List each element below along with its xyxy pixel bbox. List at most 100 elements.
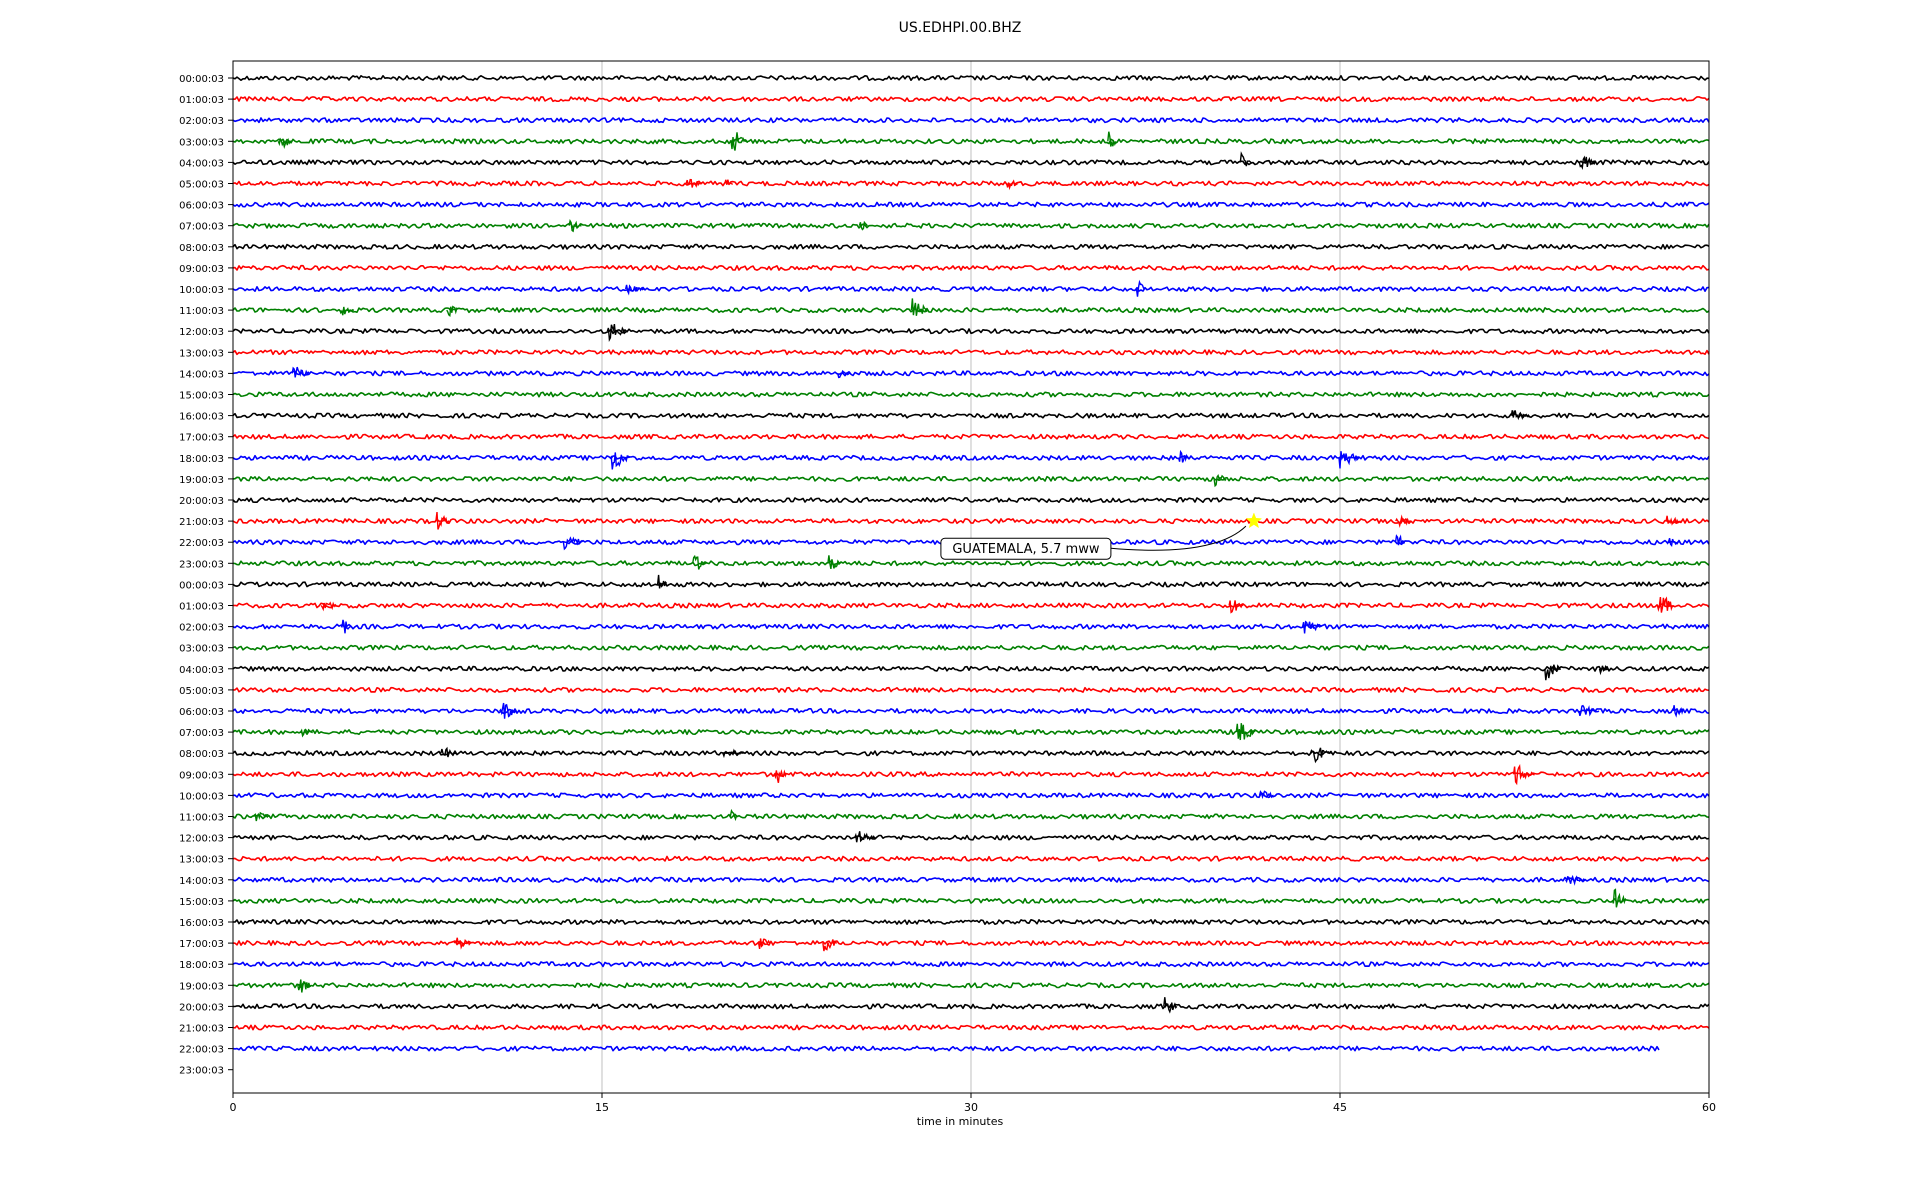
trace-line (232, 454, 1710, 461)
row-label: 13:00:03 (179, 855, 224, 866)
trace-line (232, 792, 1710, 799)
row-label: 04:00:03 (179, 158, 224, 169)
trace-spike (822, 939, 837, 952)
trace-spike (724, 179, 734, 185)
trace-line (232, 1024, 1710, 1031)
x-axis: 0 15 30 45 60 (230, 1093, 1716, 1114)
x-tick-label: 15 (595, 1101, 609, 1114)
trace-spike (291, 366, 311, 378)
row-label: 06:00:03 (179, 201, 224, 212)
trace-spike (1598, 664, 1608, 676)
trace-spike (297, 979, 311, 993)
row-label: 09:00:03 (179, 770, 224, 781)
trace-spike (568, 218, 582, 233)
trace-spike (1005, 179, 1018, 191)
trace-spike (1235, 723, 1256, 741)
trace-line (232, 855, 1710, 862)
trace-spike (1135, 279, 1146, 297)
trace-spike (1258, 790, 1274, 800)
trace-spike (1309, 747, 1333, 764)
trace-line (232, 708, 1710, 714)
trace-spike (656, 574, 668, 589)
row-label: 13:00:03 (179, 348, 224, 359)
trace-spike (685, 178, 703, 188)
trace-line (233, 686, 1710, 693)
trace-line (232, 1003, 1710, 1010)
row-label: 23:00:03 (179, 1066, 224, 1077)
trace-spike (624, 284, 645, 296)
row-label: 08:00:03 (179, 749, 224, 760)
row-label: 21:00:03 (179, 1024, 224, 1035)
trace-line (232, 897, 1710, 904)
row-label: 17:00:03 (179, 939, 224, 950)
trace-line (232, 665, 1710, 672)
trace-line (232, 243, 1710, 250)
trace-line (232, 834, 1710, 841)
row-label: 03:00:03 (179, 644, 224, 655)
trace-line (232, 286, 1710, 292)
trace-spike (299, 728, 314, 738)
trace-spike (1301, 620, 1322, 634)
row-label: 06:00:03 (179, 707, 224, 718)
trace-spike (729, 132, 749, 151)
event-connector (1110, 525, 1247, 551)
trace-spike (440, 746, 457, 758)
trace-line (232, 729, 1710, 736)
trace-spike (339, 306, 355, 316)
row-label: 08:00:03 (179, 243, 224, 254)
row-label: 17:00:03 (179, 433, 224, 444)
trace-line (232, 307, 1710, 314)
row-label: 10:00:03 (179, 285, 224, 296)
trace-line (232, 602, 1710, 609)
trace-spike (446, 305, 459, 317)
event-label-box (940, 537, 1112, 560)
row-label: 05:00:03 (179, 180, 224, 191)
trace-line (232, 961, 1710, 968)
row-label: 20:00:03 (179, 1002, 224, 1013)
trace-spike (609, 452, 630, 470)
row-labels: 00:00:03 01:00:03 02:00:03 03:00:03 04:00:03… (179, 74, 233, 1077)
row-label: 19:00:03 (179, 981, 224, 992)
trace-line (232, 75, 1710, 81)
trace-spike (773, 769, 788, 783)
row-label: 01:00:03 (179, 602, 224, 613)
event-annotation: GUATEMALA, 5.7 mww (940, 512, 1263, 560)
trace-line (232, 370, 1710, 377)
trace-line (232, 222, 1710, 229)
trace-line (232, 560, 1710, 567)
trace-line (232, 201, 1710, 208)
trace-line (232, 623, 1710, 630)
row-label: 02:00:03 (179, 623, 224, 634)
trace-line (232, 138, 1710, 145)
row-label: 18:00:03 (179, 960, 224, 971)
row-label: 15:00:03 (179, 391, 224, 402)
event-star-marker (1245, 512, 1263, 529)
trace-line (232, 982, 1710, 989)
trace-group (232, 75, 1710, 1052)
x-axis-label: time in minutes (916, 1115, 1004, 1128)
trace-spike (1163, 997, 1178, 1014)
row-label: 04:00:03 (179, 665, 224, 676)
row-label: 09:00:03 (179, 264, 224, 275)
row-label: 01:00:03 (179, 95, 224, 106)
trace-line (232, 581, 1710, 588)
trace-line (232, 328, 1710, 335)
trace-spike (1666, 538, 1681, 547)
trace-spike (1611, 888, 1627, 908)
trace-spike (692, 554, 707, 570)
x-tick-label: 30 (964, 1101, 978, 1114)
trace-line (232, 412, 1710, 419)
trace-line (232, 475, 1710, 482)
trace-spike (1239, 151, 1252, 167)
trace-spike (1512, 763, 1535, 786)
row-label: 12:00:03 (179, 834, 224, 845)
trace-spike (1394, 534, 1406, 546)
trace-spike (827, 555, 841, 570)
trace-line (232, 391, 1710, 398)
trace-line (232, 433, 1710, 440)
trace-spike (1213, 474, 1227, 488)
row-label: 20:00:03 (179, 496, 224, 507)
plot-frame (232, 60, 1710, 1094)
row-label: 05:00:03 (179, 686, 224, 697)
